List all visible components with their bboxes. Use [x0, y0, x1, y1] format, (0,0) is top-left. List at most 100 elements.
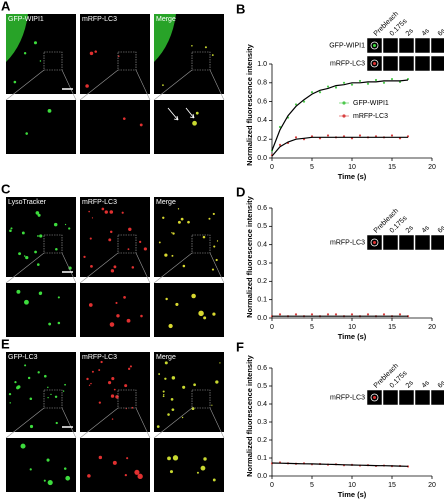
puncta [98, 401, 101, 404]
bleach-roi [370, 41, 379, 50]
frap-frame [398, 37, 415, 54]
puncta [10, 227, 13, 230]
puncta [50, 393, 52, 396]
puncta [94, 50, 97, 53]
puncta [208, 217, 211, 220]
data-point [294, 136, 298, 139]
zoom-box [117, 234, 137, 254]
puncta [182, 264, 186, 268]
puncta [117, 55, 120, 57]
inset-puncta [87, 474, 91, 478]
channel-label: mRFP-LC3 [82, 16, 117, 23]
zoom-box [117, 389, 137, 409]
fit-curve [271, 136, 408, 157]
puncta [162, 395, 165, 398]
puncta [125, 408, 127, 410]
puncta [111, 377, 115, 381]
puncta [191, 45, 193, 47]
puncta [47, 386, 49, 389]
inset [154, 100, 224, 154]
puncta [216, 240, 219, 242]
puncta [215, 258, 218, 262]
puncta [211, 54, 214, 56]
x-axis-title: Time (s) [338, 172, 367, 181]
puncta [164, 377, 167, 380]
inset-puncta [109, 322, 115, 327]
puncta [39, 234, 43, 238]
y-tick-label: 0.5 [257, 383, 267, 390]
puncta [37, 235, 39, 237]
puncta [110, 230, 113, 234]
x-tick-label: 20 [428, 482, 436, 489]
inset-puncta [43, 479, 46, 482]
inset-puncta [48, 322, 52, 326]
channel-label: GFP-WIPI1 [8, 16, 44, 23]
channel-label: mRFP-LC3 [82, 199, 117, 206]
zoom-line [79, 407, 119, 439]
zoom-line [5, 252, 45, 284]
bleach-roi [370, 238, 379, 247]
frap-frame [430, 389, 444, 406]
puncta [215, 380, 219, 384]
puncta [167, 413, 170, 416]
puncta [171, 232, 173, 234]
inset-puncta [124, 473, 127, 477]
puncta [121, 211, 124, 214]
inset-puncta [98, 455, 103, 460]
puncta [164, 361, 168, 365]
puncta [8, 393, 12, 396]
data-point [310, 91, 314, 94]
data-point [358, 134, 362, 137]
data-point [302, 100, 306, 103]
data-point [366, 82, 370, 85]
zoom-box [191, 51, 211, 71]
puncta [24, 364, 27, 367]
x-tick-label: 0 [270, 164, 274, 171]
puncta [14, 381, 17, 384]
puncta [86, 377, 89, 381]
puncta [9, 229, 12, 233]
puncta [139, 240, 142, 243]
puncta [27, 376, 31, 380]
cell-signal [6, 14, 28, 62]
puncta [85, 84, 89, 88]
inset [6, 438, 76, 492]
puncta [113, 265, 117, 269]
frap-frame [414, 37, 431, 54]
inset [6, 283, 76, 337]
micrograph [80, 352, 150, 432]
inset-row-label: mRFP-LC3 [330, 239, 365, 246]
inset-puncta [167, 456, 171, 461]
puncta [100, 360, 103, 364]
frap-frame [430, 55, 444, 72]
inset-puncta [112, 460, 117, 465]
inset [80, 283, 150, 337]
inset-puncta [195, 111, 199, 115]
puncta [23, 255, 26, 257]
puncta [18, 252, 22, 256]
y-tick-label: 0.6 [257, 205, 267, 212]
puncta [43, 374, 47, 378]
puncta [180, 217, 184, 221]
inset-puncta [212, 312, 216, 316]
puncta [35, 211, 40, 215]
puncta [219, 362, 221, 364]
y-tick-label: 0.8 [257, 80, 267, 87]
puncta [37, 371, 40, 374]
puncta [181, 416, 184, 419]
channel-label: mRFP-LC3 [82, 354, 117, 361]
inset-row-label: mRFP-LC3 [330, 60, 365, 67]
inset-puncta [115, 301, 118, 305]
x-tick-label: 20 [428, 324, 436, 331]
timepoint-label: 6s [437, 224, 444, 235]
y-tick-label: 0.4 [257, 401, 267, 408]
channel-label: GFP-LC3 [8, 354, 38, 361]
data-point [326, 134, 330, 137]
micrograph [154, 197, 224, 277]
puncta [33, 41, 38, 45]
frap-frame [382, 234, 399, 251]
bleach-roi [370, 59, 379, 68]
timepoint-label: 2s [405, 379, 416, 390]
micrograph [154, 352, 224, 432]
puncta [39, 60, 42, 62]
